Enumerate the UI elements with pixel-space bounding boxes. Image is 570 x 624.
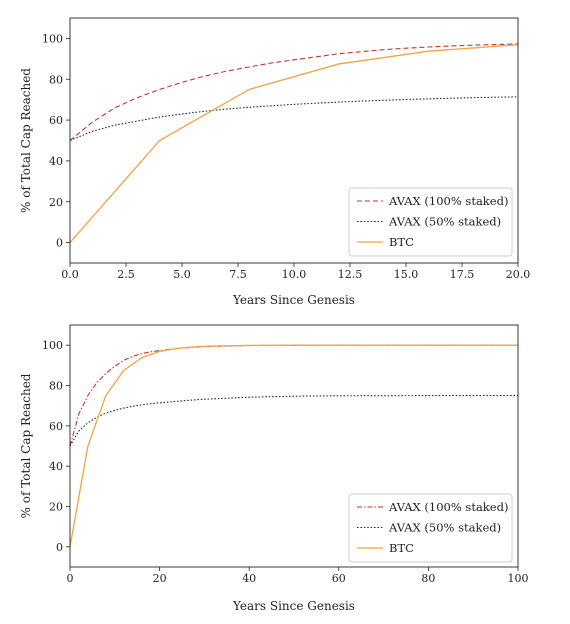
legend-entry: BTC xyxy=(389,235,414,249)
x-tick-label: 5.0 xyxy=(173,268,191,281)
series-line-btc xyxy=(70,44,518,244)
x-tick-label: 2.5 xyxy=(117,268,135,281)
legend-box xyxy=(348,493,513,563)
series-line-btc xyxy=(70,344,518,547)
x-tick-label: 20 xyxy=(153,572,167,585)
legend: AVAX (100% staked) AVAX (50% staked) BTC xyxy=(348,187,513,257)
y-tick-label: 100 xyxy=(42,339,63,352)
legend: AVAX (100% staked) AVAX (50% staked) BTC xyxy=(348,493,513,563)
x-tick-label: 60 xyxy=(332,572,346,585)
x-tick-label: 80 xyxy=(421,572,435,585)
y-tick-label: 20 xyxy=(49,501,63,514)
legend-entry: AVAX (50% staked) xyxy=(388,215,501,229)
y-tick-label: 80 xyxy=(49,380,63,393)
series-line-avax-50-staked- xyxy=(70,395,518,447)
legend-box xyxy=(348,187,513,257)
y-tick-label: 80 xyxy=(49,73,63,86)
y-tick-label: 0 xyxy=(56,237,63,250)
y-tick-label: 40 xyxy=(49,155,63,168)
x-tick-label: 17.5 xyxy=(450,268,475,281)
x-tick-label: 7.5 xyxy=(229,268,247,281)
x-axis-label: Years Since Genesis xyxy=(232,599,355,613)
x-tick-label: 0 xyxy=(67,572,74,585)
legend-entry: AVAX (100% staked) xyxy=(388,194,508,208)
y-axis-label: % of Total Cap Reached xyxy=(19,68,33,213)
y-tick-label: 100 xyxy=(42,32,63,45)
x-tick-label: 10.0 xyxy=(282,268,307,281)
x-axis-label: Years Since Genesis xyxy=(232,293,355,307)
x-tick-label: 20.0 xyxy=(506,268,531,281)
y-tick-label: 40 xyxy=(49,460,63,473)
y-axis-label: % of Total Cap Reached xyxy=(19,373,33,518)
legend-entry: BTC xyxy=(389,541,414,555)
x-tick-label: 100 xyxy=(508,572,529,585)
x-tick-label: 0.0 xyxy=(61,268,79,281)
x-tick-label: 15.0 xyxy=(394,268,419,281)
chart-panel-2: 0 20 40 60 80 100 0 20 40 60 80 100 Years Since Gene… xyxy=(19,324,529,613)
y-tick-label: 60 xyxy=(49,114,63,127)
series-line-avax-50-staked- xyxy=(70,96,518,142)
legend-entry: AVAX (100% staked) xyxy=(388,500,508,514)
y-tick-label: 60 xyxy=(49,420,63,433)
plot-frame xyxy=(69,324,519,568)
x-tick-label: 40 xyxy=(242,572,256,585)
x-tick-label: 12.5 xyxy=(338,268,363,281)
legend-entry: AVAX (50% staked) xyxy=(388,521,501,535)
chart-panel-1: 0.0 2.5 5.0 7.5 10.0 12.5 15.0 17.5 20.0 0 20 40 60 8… xyxy=(19,17,531,307)
series-line-avax-100-staked- xyxy=(70,43,518,141)
y-tick-label: 0 xyxy=(56,541,63,554)
y-tick-label: 20 xyxy=(49,196,63,209)
